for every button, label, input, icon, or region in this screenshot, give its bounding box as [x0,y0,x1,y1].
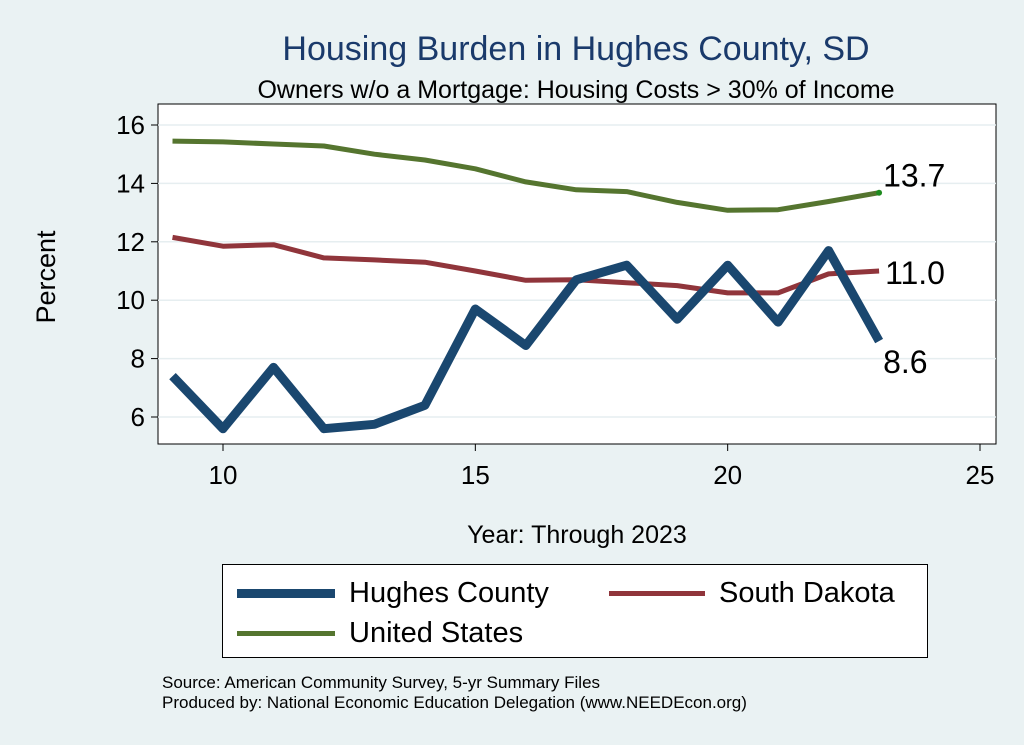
x-tick-label: 20 [713,460,742,490]
x-axis-label: Year: Through 2023 [467,521,687,549]
end-label-layer: 8.6 11.0 13.7 [883,158,945,380]
legend-label-hughes-county: Hughes County [349,577,549,609]
y-tick-label: 8 [131,344,145,374]
legend-swatch-united-states [237,631,335,636]
x-tick-label: 15 [461,460,490,490]
legend-label-south-dakota: South Dakota [719,577,895,609]
legend: Hughes County South Dakota United States [222,564,928,658]
series-line-south-dakota [172,234,880,296]
y-tick-label: 10 [116,285,145,315]
series-layer [169,138,884,434]
y-tick-label: 16 [116,110,145,140]
axis-layer: 6 8 10 12 14 16 10 15 20 25 [116,110,994,490]
y-axis-label: Percent [31,230,61,324]
y-tick-label: 12 [116,227,145,257]
source-note: Source: American Community Survey, 5-yr … [162,673,747,713]
end-label-south-dakota: 11.0 [885,255,945,291]
end-label-united-states: 13.7 [883,158,945,194]
series-line-hughes-county [169,246,884,434]
legend-item-south-dakota: South Dakota [609,577,895,610]
united-states-end-marker [876,189,883,196]
legend-item-united-states: United States [237,617,523,650]
legend-swatch-hughes-county [237,589,335,598]
chart-title: Housing Burden in Hughes County, SD [282,30,869,68]
legend-item-hughes-county: Hughes County [237,577,549,610]
end-label-hughes-county: 8.6 [883,344,927,380]
legend-swatch-south-dakota [609,591,705,596]
x-tick-label: 25 [966,460,995,490]
chart-subtitle: Owners w/o a Mortgage: Housing Costs > 3… [257,76,894,104]
legend-label-united-states: United States [349,617,524,649]
y-tick-label: 6 [131,402,145,432]
y-tick-label: 14 [116,168,145,198]
producer-line: Produced by: National Economic Education… [162,693,747,712]
source-line: Source: American Community Survey, 5-yr … [162,673,601,692]
series-line-united-states [172,138,880,213]
x-tick-label: 10 [209,460,238,490]
